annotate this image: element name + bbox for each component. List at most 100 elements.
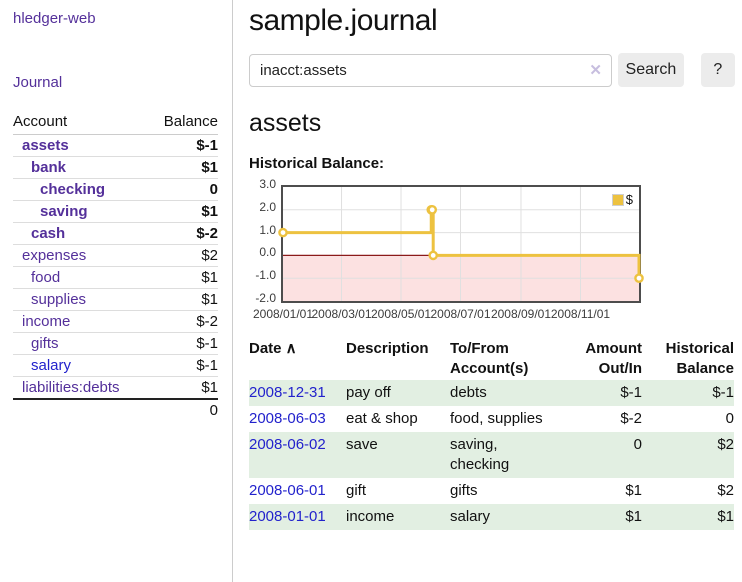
register-description: income [346,504,450,530]
register-row: 2008-12-31 pay off debts $-1 $-1 [249,380,734,406]
account-balance: $-1 [148,354,218,377]
account-row: gifts $-1 [13,332,218,355]
account-name-cell: assets [13,135,149,157]
register-date-cell: 2008-12-31 [249,380,346,406]
balance-chart: $ 3.0 2.0 1.0 0.0 -1.0 -2.0 2008/01/01 2008/03/… [249,177,735,326]
account-balance: 0 [148,178,218,201]
register-accounts: debts [450,380,564,406]
sort-asc-icon[interactable]: ∧ [281,340,297,357]
transaction-date-link[interactable]: 2008-01-01 [249,508,326,525]
y-tick-label: -2.0 [255,291,276,305]
legend-label: $ [625,192,633,207]
register-balance: $2 [717,482,734,499]
account-row: saving $1 [13,200,218,223]
chart-legend: $ [611,192,633,207]
clear-icon[interactable]: ✕ [589,61,602,79]
register-balance: 0 [725,410,734,427]
transaction-date-link[interactable]: 2008-06-03 [249,410,326,427]
header-line: Amount [585,340,642,357]
account-name-cell: expenses [13,244,149,267]
search-wrap: ✕ [249,53,612,87]
register-accounts: food, supplies [450,410,543,427]
register-description: save [346,432,450,478]
register-amount: 0 [564,432,642,478]
account-link[interactable]: food [31,269,61,286]
register-description: pay off [346,380,450,406]
search-input[interactable] [249,53,612,87]
account-balance: $2 [148,244,218,267]
account-row: cash $-2 [13,222,218,245]
accounts-total-value: 0 [148,398,218,421]
account-balance: $1 [148,288,218,311]
y-tick-label: 0.0 [259,245,276,260]
main-content: sample.journal ✕ Search ? assets Histori… [249,0,735,530]
account-balance: $1 [148,266,218,289]
app-title-link[interactable]: hledger-web [13,10,96,27]
account-link[interactable]: assets [22,137,69,154]
register-date-cell: 2008-06-02 [249,432,346,478]
register-header-tofrom[interactable]: To/From Account(s) [450,338,564,380]
account-link[interactable]: salary [31,357,72,374]
account-name-cell: salary [13,354,149,377]
register-amount: $1 [564,504,642,530]
journal-link[interactable]: Journal [13,74,63,91]
header-line: Historical [665,340,734,357]
account-link[interactable]: expenses [22,247,87,264]
x-tick-label: 2008/01/01 [252,307,314,321]
register-date-cell: 2008-06-03 [249,406,346,432]
account-link[interactable]: income [22,313,71,330]
account-link[interactable]: gifts [31,335,59,352]
x-tick-label: 2008/07/01 [430,307,491,321]
header-line: Balance [676,360,734,377]
account-link[interactable]: saving [40,203,88,220]
account-row: salary $-1 [13,354,218,377]
accounts-header-balance: Balance [148,111,218,135]
register-tbody: 2008-12-31 pay off debts $-1 $-1 2008-06-03 ea… [249,380,734,530]
register-header-row: Date ∧ Description To/From Account(s) Amount… [249,338,734,380]
register-balance: $1 [642,504,734,530]
transaction-date-link[interactable]: 2008-12-31 [249,384,326,401]
register-header-amount[interactable]: Amount Out/In [564,338,642,380]
legend-swatch-icon [611,193,624,206]
account-row: income $-2 [13,310,218,333]
account-name-cell: food [13,266,149,289]
chart-canvas [278,187,644,301]
account-link[interactable]: checking [40,181,106,198]
register-table: Date ∧ Description To/From Account(s) Amount… [249,338,734,530]
page-title: sample.journal [249,4,438,37]
y-tick-label: 3.0 [259,177,276,191]
account-name-cell: bank [13,156,149,179]
account-row: assets $-1 [13,135,218,157]
account-link[interactable]: bank [31,159,67,176]
register-header-historical[interactable]: Historical Balance [642,338,734,380]
y-tick-label: -1.0 [255,268,276,283]
account-link[interactable]: supplies [31,291,87,308]
header-line: Description [346,340,429,357]
y-tick-label: 2.0 [259,199,276,214]
account-balance: $-2 [148,222,218,245]
account-balance: $-1 [148,332,218,355]
register-amount: $-2 [620,410,642,427]
account-row: checking 0 [13,178,218,201]
account-name-cell: saving [13,200,149,223]
help-button[interactable]: ? [700,53,735,87]
register-header-description[interactable]: Description [346,338,450,380]
account-link[interactable]: cash [31,225,66,242]
x-tick-label: 2008/11/01 [550,307,611,321]
accounts-header-row: Account Balance [13,111,218,135]
register-accounts: saving, checking [450,432,564,478]
x-tick-label: 2008/03/01 [311,307,372,321]
transaction-date-link[interactable]: 2008-06-01 [249,482,326,499]
x-tick-label: 2008/09/01 [490,307,551,321]
register-amount: $-1 [564,380,642,406]
account-link[interactable]: liabilities:debts [22,379,120,396]
header-line: Out/In [598,360,642,377]
register-date-cell: 2008-06-01 [249,478,346,504]
account-row: expenses $2 [13,244,218,267]
search-button[interactable]: Search [618,53,684,87]
transaction-date-link[interactable]: 2008-06-02 [249,436,326,453]
accounts-header-account: Account [13,111,149,135]
register-header-date[interactable]: Date ∧ [249,338,346,380]
register-row: 2008-06-01 gift gifts $1 $2 [249,478,734,504]
